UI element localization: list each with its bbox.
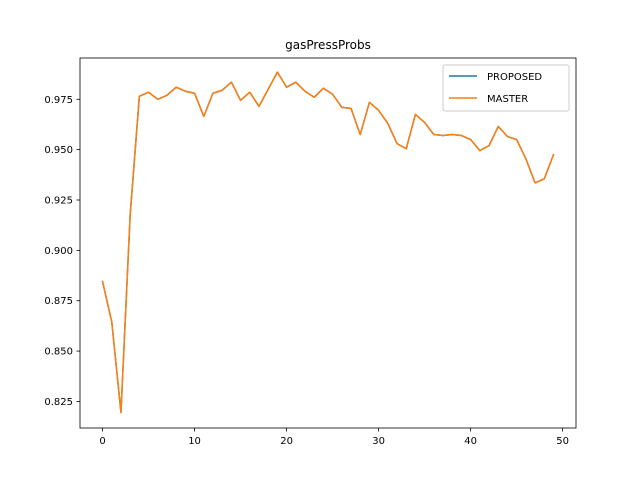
y-tick-label: 0.850 [44, 347, 73, 358]
x-tick-label: 50 [556, 436, 569, 447]
chart-title: gasPressProbs [285, 38, 371, 52]
x-tick-label: 40 [464, 436, 477, 447]
x-tick-label: 30 [372, 436, 385, 447]
y-tick-label: 0.900 [44, 246, 73, 257]
axes-layer: 0 10 20 30 40 50 0.825 0.850 0.875 0.900 0.925 0.95… [44, 57, 577, 447]
legend-label-master: MASTER [487, 94, 528, 105]
legend-label-proposed: PROPOSED [487, 72, 542, 83]
y-tick-label: 0.950 [44, 145, 73, 156]
y-tick-label: 0.875 [44, 296, 73, 307]
series-layer [101, 71, 555, 414]
x-tick-label: 0 [99, 436, 105, 447]
y-tick-label: 0.975 [44, 95, 73, 106]
x-tick-label: 10 [188, 436, 201, 447]
plot-frame [79, 57, 577, 429]
y-tick-label: 0.925 [44, 195, 73, 206]
x-tick-label: 20 [280, 436, 293, 447]
series-line-master [101, 71, 555, 414]
legend: PROPOSED MASTER [442, 64, 570, 112]
y-tick-label: 0.825 [44, 397, 73, 408]
